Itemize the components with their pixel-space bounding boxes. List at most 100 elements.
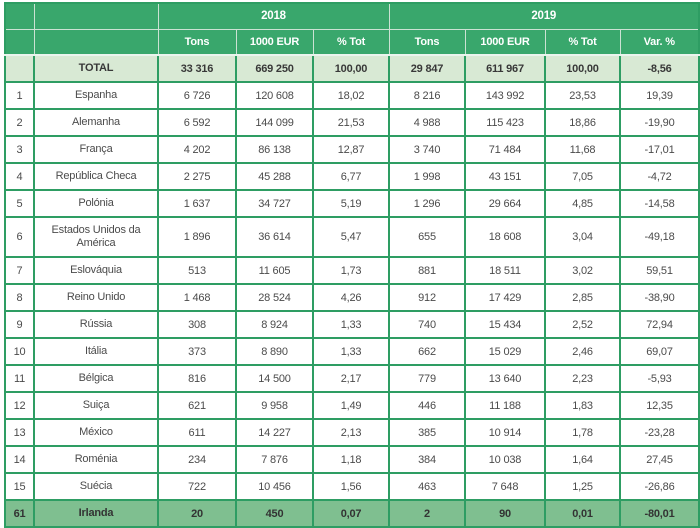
column-header-tons-2018: Tons	[157, 28, 237, 56]
value-cell: 8 216	[388, 81, 466, 110]
value-cell: 1,56	[312, 472, 390, 501]
value-cell: 29 847	[388, 54, 466, 83]
value-cell: 29 664	[464, 189, 546, 218]
value-cell: 513	[157, 256, 237, 285]
value-cell: 120 608	[235, 81, 314, 110]
value-cell: 115 423	[464, 108, 546, 137]
value-cell: 12,87	[312, 135, 390, 164]
table-row: 13 México 611 14 227 2,13 385 10 914 1,78 -23,28	[4, 418, 700, 447]
value-cell: 0,07	[312, 499, 390, 528]
value-cell: 2,17	[312, 364, 390, 393]
country-trade-table: 2018 2019 Tons 1000 EUR % Tot Tons 1000 …	[4, 2, 700, 528]
value-cell: 6,77	[312, 162, 390, 191]
value-cell: 816	[157, 364, 237, 393]
value-cell: 12,35	[619, 391, 700, 420]
table-row: 6 Estados Unidos da América 1 896 36 614 5,4…	[4, 216, 700, 258]
value-cell: -4,72	[619, 162, 700, 191]
value-cell: 69,07	[619, 337, 700, 366]
country-cell: México	[33, 418, 159, 447]
value-cell: 611 967	[464, 54, 546, 83]
value-cell: 14 227	[235, 418, 314, 447]
value-cell: -23,28	[619, 418, 700, 447]
table-row: 7 Eslováquia 513 11 605 1,73 881 18 511 3,02 59,…	[4, 256, 700, 285]
value-cell: -49,18	[619, 216, 700, 258]
value-cell: -19,90	[619, 108, 700, 137]
value-cell: 4 202	[157, 135, 237, 164]
rank-cell: 1	[4, 81, 35, 110]
value-cell: 669 250	[235, 54, 314, 83]
country-cell: Bélgica	[33, 364, 159, 393]
value-cell: 11 188	[464, 391, 546, 420]
value-cell: 4 988	[388, 108, 466, 137]
value-cell: 2,85	[544, 283, 621, 312]
rank-cell: 2	[4, 108, 35, 137]
value-cell: 90	[464, 499, 546, 528]
value-cell: 11,68	[544, 135, 621, 164]
highlight-row: 61 Irlanda 20 450 0,07 2 90 0,01 -80,01	[4, 499, 700, 528]
value-cell: -80,01	[619, 499, 700, 528]
value-cell: 1,33	[312, 310, 390, 339]
value-cell: 3,02	[544, 256, 621, 285]
year-header-row: 2018 2019	[4, 2, 700, 30]
value-cell: 36 614	[235, 216, 314, 258]
table-body: TOTAL 33 316 669 250 100,00 29 847 611 967 100…	[4, 54, 700, 528]
rank-cell: 11	[4, 364, 35, 393]
value-cell: 2,13	[312, 418, 390, 447]
value-cell: 7 876	[235, 445, 314, 474]
value-cell: 0,01	[544, 499, 621, 528]
value-cell: 86 138	[235, 135, 314, 164]
value-cell: 14 500	[235, 364, 314, 393]
value-cell: 2,46	[544, 337, 621, 366]
country-header-empty	[33, 2, 159, 30]
rank-subheader-empty	[4, 28, 35, 56]
value-cell: 3 740	[388, 135, 466, 164]
country-cell: Estados Unidos da América	[33, 216, 159, 258]
value-cell: 1,73	[312, 256, 390, 285]
value-cell: 71 484	[464, 135, 546, 164]
value-cell: 912	[388, 283, 466, 312]
value-cell: 33 316	[157, 54, 237, 83]
value-cell: 10 914	[464, 418, 546, 447]
rank-cell: 5	[4, 189, 35, 218]
value-cell: 6 592	[157, 108, 237, 137]
rank-cell: 10	[4, 337, 35, 366]
value-cell: 1 998	[388, 162, 466, 191]
rank-cell: 9	[4, 310, 35, 339]
rank-cell	[4, 54, 35, 83]
value-cell: -8,56	[619, 54, 700, 83]
value-cell: 59,51	[619, 256, 700, 285]
value-cell: 10 038	[464, 445, 546, 474]
value-cell: 234	[157, 445, 237, 474]
year-header-2019: 2019	[388, 2, 700, 30]
value-cell: 446	[388, 391, 466, 420]
column-header-pct-2019: % Tot	[544, 28, 621, 56]
value-cell: 23,53	[544, 81, 621, 110]
value-cell: 7,05	[544, 162, 621, 191]
value-cell: 385	[388, 418, 466, 447]
table-row: 11 Bélgica 816 14 500 2,17 779 13 640 2,23 -5,93	[4, 364, 700, 393]
value-cell: 450	[235, 499, 314, 528]
value-cell: 1 468	[157, 283, 237, 312]
rank-header-empty	[4, 2, 35, 30]
value-cell: 881	[388, 256, 466, 285]
value-cell: 8 924	[235, 310, 314, 339]
value-cell: 6 726	[157, 81, 237, 110]
column-header-tons-2019: Tons	[388, 28, 466, 56]
country-cell: TOTAL	[33, 54, 159, 83]
country-cell: Rússia	[33, 310, 159, 339]
country-cell: Reino Unido	[33, 283, 159, 312]
value-cell: -5,93	[619, 364, 700, 393]
country-cell: Eslováquia	[33, 256, 159, 285]
value-cell: -38,90	[619, 283, 700, 312]
value-cell: 7 648	[464, 472, 546, 501]
value-cell: 20	[157, 499, 237, 528]
country-cell: Alemanha	[33, 108, 159, 137]
value-cell: 45 288	[235, 162, 314, 191]
value-cell: 1 296	[388, 189, 466, 218]
value-cell: 34 727	[235, 189, 314, 218]
value-cell: 1,64	[544, 445, 621, 474]
country-cell: Suiça	[33, 391, 159, 420]
value-cell: 10 456	[235, 472, 314, 501]
country-cell: Polónia	[33, 189, 159, 218]
value-cell: 1,83	[544, 391, 621, 420]
